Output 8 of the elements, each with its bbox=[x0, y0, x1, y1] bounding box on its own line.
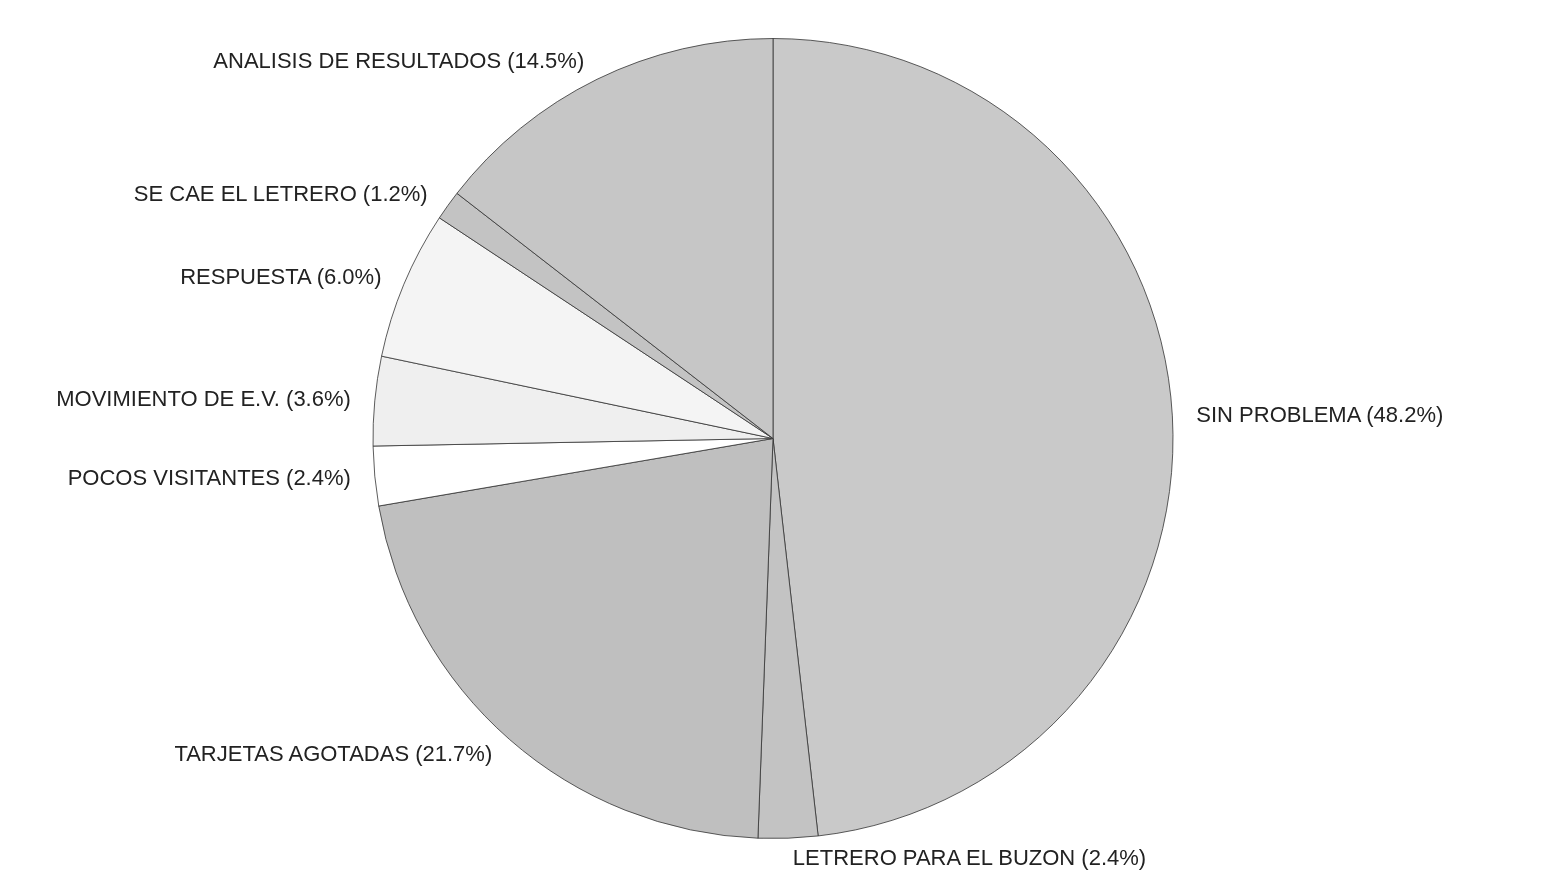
slice-label: LETRERO PARA EL BUZON (2.4%) bbox=[792, 845, 1147, 871]
slice-label: ANALISIS DE RESULTADOS (14.5%) bbox=[213, 48, 585, 74]
slice-label: RESPUESTA (6.0%) bbox=[180, 263, 382, 289]
slice-label: POCOS VISITANTES (2.4%) bbox=[67, 465, 351, 491]
slice-label: MOVIMIENTO DE E.V. (3.6%) bbox=[56, 385, 351, 411]
slice-label: TARJETAS AGOTADAS (21.7%) bbox=[174, 741, 493, 767]
slice-label: SE CAE EL LETRERO (1.2%) bbox=[133, 180, 428, 206]
slice-label: SIN PROBLEMA (48.2%) bbox=[1196, 401, 1444, 427]
